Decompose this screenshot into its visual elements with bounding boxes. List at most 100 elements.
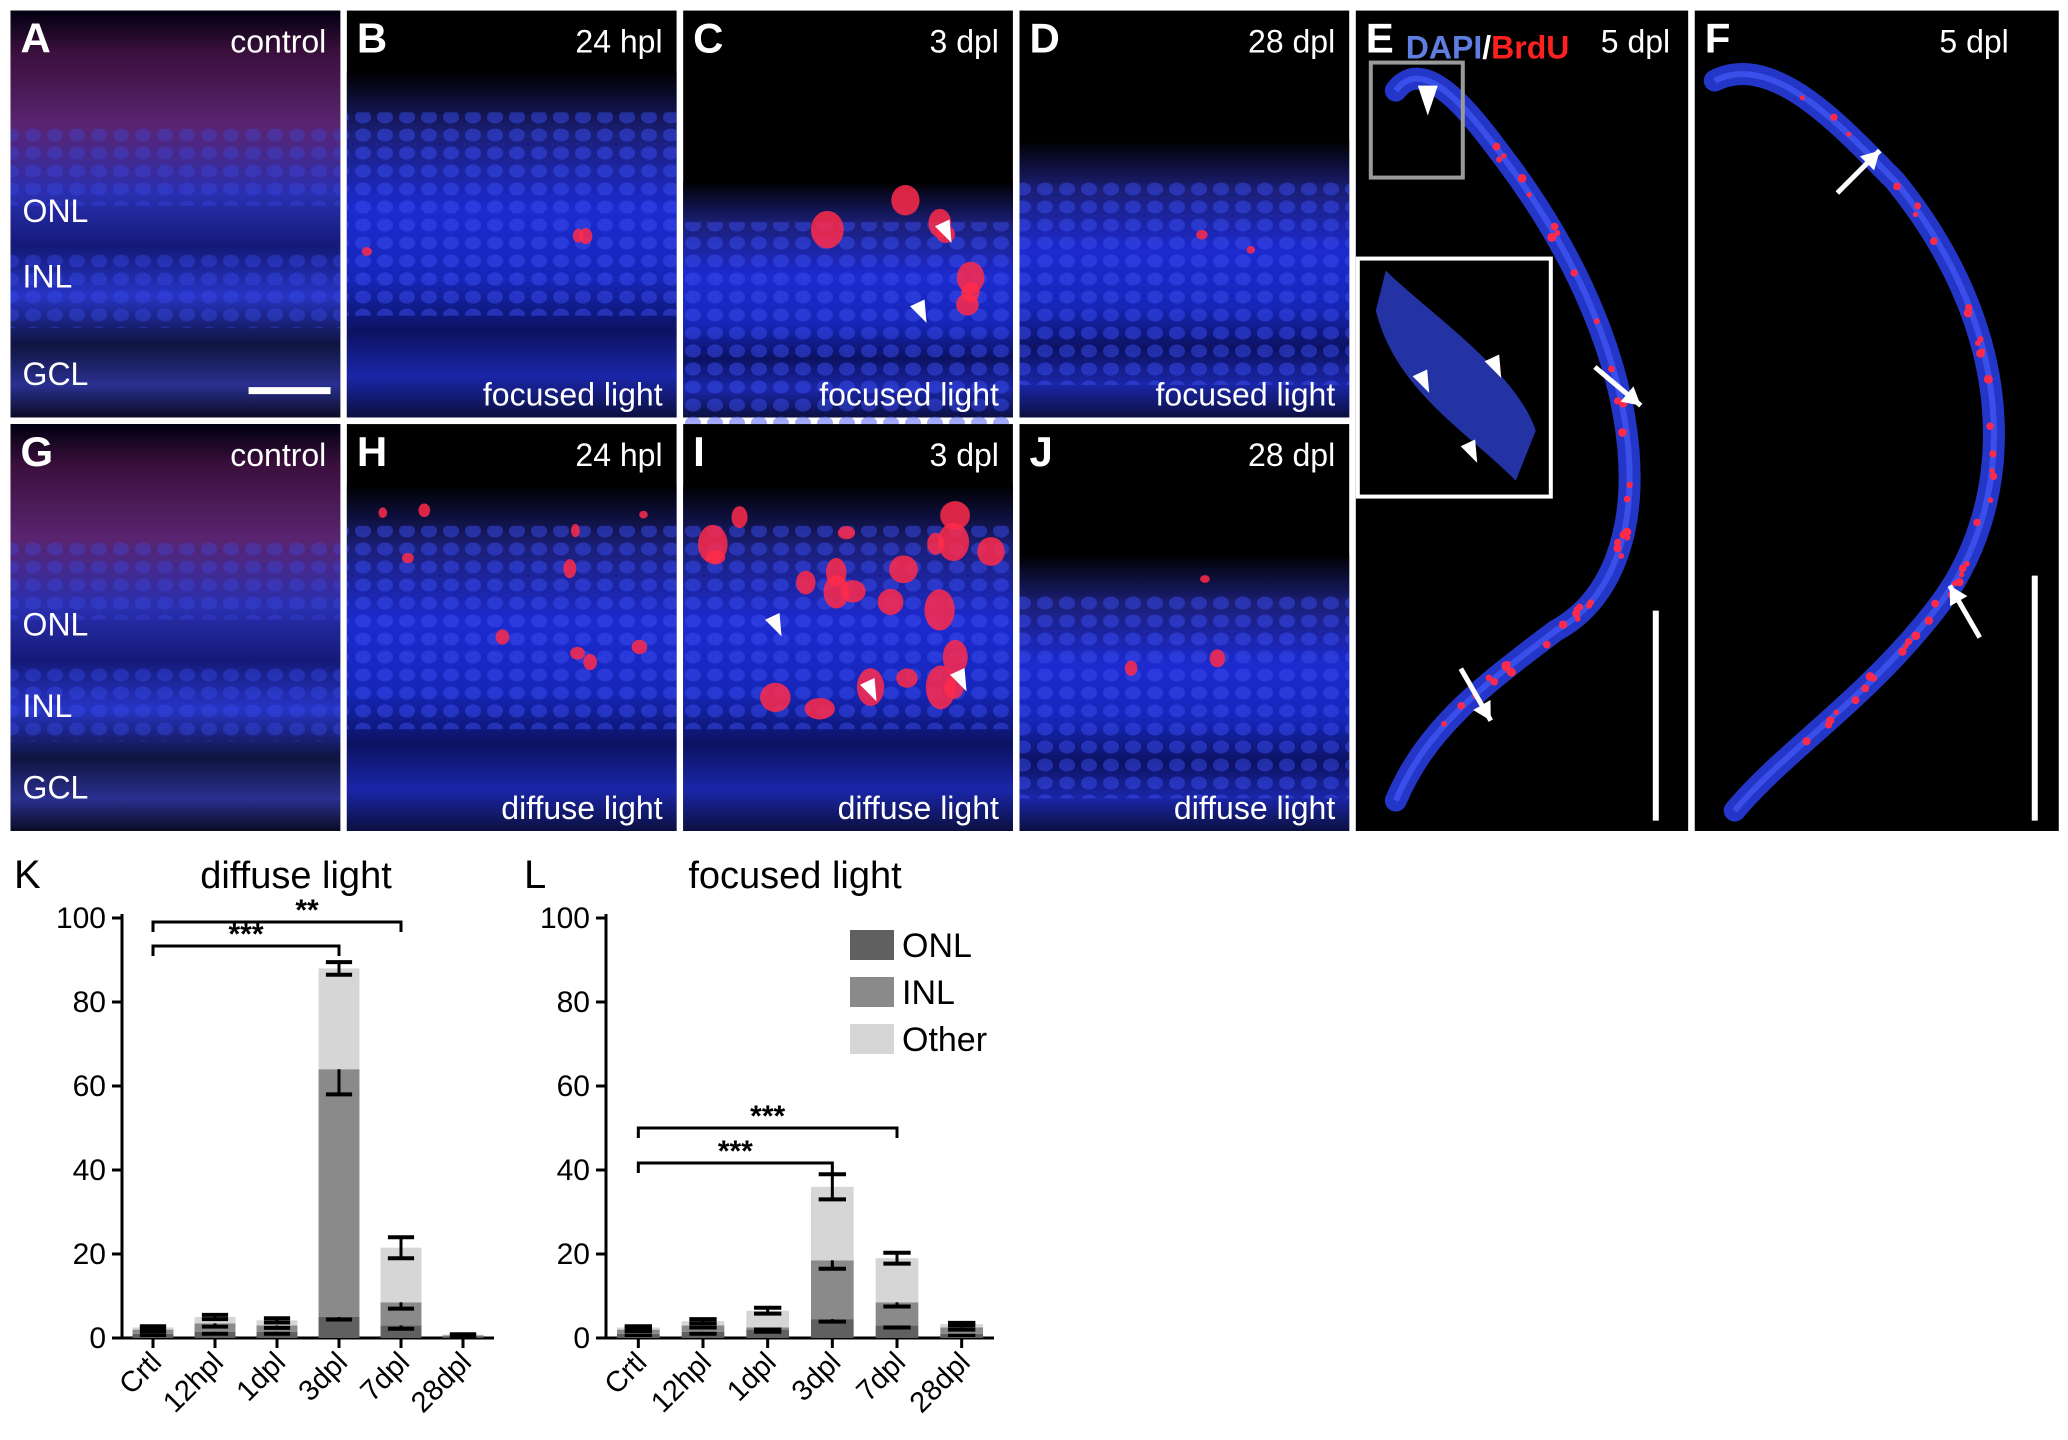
- brdu-positive-cell: [1587, 599, 1594, 607]
- nuclei-layer: [346, 112, 677, 316]
- nuclei-layer: [1019, 181, 1350, 385]
- brdu-positive-cell: [1963, 308, 1973, 318]
- brdu-positive-cell: [823, 575, 850, 609]
- brdu-positive-cell: [1496, 156, 1503, 163]
- arrow-head: [1620, 386, 1641, 406]
- brdu-positive-cell: [889, 555, 918, 584]
- brdu-positive-cell: [1570, 269, 1578, 277]
- brdu-positive-cell: [1490, 677, 1498, 686]
- timepoint-label: 3 dpl: [930, 437, 999, 473]
- y-tick-label: 100: [540, 902, 590, 935]
- timepoint-label: 3 dpl: [930, 24, 999, 60]
- arrowhead-marker: [1484, 354, 1502, 378]
- nuclei-layer: [683, 222, 1013, 426]
- panel-c: focused light C 3 dpl: [683, 10, 1013, 426]
- brdu-positive-cell: [563, 559, 577, 579]
- brdu-positive-cell: [956, 261, 985, 294]
- brdu-positive-cell: [1124, 660, 1138, 676]
- brdu-positive-cell: [1833, 709, 1840, 715]
- chart-panel-letter: L: [524, 853, 546, 897]
- panel-j: diffuse light J 28 dpl: [1019, 424, 1350, 831]
- timepoint-label: 5 dpl: [1939, 24, 2008, 60]
- chart-title: focused light: [688, 855, 902, 897]
- brdu-positive-cell: [1963, 560, 1970, 567]
- chart-panel-letter: K: [14, 853, 41, 897]
- brdu-positive-cell: [1973, 518, 1981, 527]
- brdu-positive-cell: [1542, 640, 1551, 649]
- brdu-positive-cell: [1914, 202, 1922, 210]
- brdu-positive-cell: [401, 552, 414, 564]
- panel-letter: A: [21, 15, 51, 62]
- retina-tissue: [10, 10, 341, 418]
- brdu-positive-cell: [705, 550, 726, 565]
- brdu-positive-cell: [1502, 663, 1510, 672]
- layer-label-onl: ONL: [23, 193, 89, 229]
- retina-tissue: [10, 424, 341, 831]
- brdu-positive-cell: [495, 629, 510, 645]
- brdu-positive-cell: [731, 506, 748, 529]
- timepoint-label: control: [230, 24, 326, 60]
- brdu-positive-cell: [1492, 142, 1501, 151]
- brdu-positive-cell: [940, 501, 970, 530]
- legend-label-onl: ONL: [902, 927, 972, 965]
- timepoint-label: 24 hpl: [575, 437, 662, 473]
- brdu-positive-cell: [1976, 348, 1985, 358]
- brdu-positive-cell: [1246, 245, 1256, 254]
- arrow-marker: [1593, 365, 1643, 408]
- panel-letter: H: [357, 428, 387, 475]
- brdu-positive-cell: [1614, 538, 1622, 547]
- significance-bracket: [151, 944, 341, 956]
- layer-label-onl: ONL: [23, 607, 89, 643]
- x-tick-label: 12hpl: [157, 1346, 230, 1419]
- brdu-positive-cell: [1989, 472, 1998, 480]
- legend-label-inl: INL: [902, 974, 955, 1012]
- x-tick-label: 3dpl: [786, 1346, 847, 1407]
- timepoint-label: 28 dpl: [1248, 437, 1335, 473]
- brdu-positive-cell: [942, 639, 968, 675]
- bar-segment-onl: [810, 1319, 854, 1338]
- arrowhead-marker: [860, 678, 877, 702]
- significance-bracket: [636, 1161, 834, 1173]
- brdu-positive-cell: [810, 210, 844, 249]
- significance-label: **: [295, 894, 319, 927]
- brdu-positive-cell: [639, 510, 648, 519]
- panel-a: ONL INL GCL A control: [10, 10, 341, 418]
- brdu-positive-cell: [1457, 702, 1465, 710]
- significance-bracket: [636, 1126, 899, 1138]
- brdu-positive-cell: [1574, 615, 1581, 622]
- brdu-positive-cell: [1501, 153, 1507, 159]
- layer-label-gcl: GCL: [23, 356, 89, 392]
- brdu-positive-cell: [378, 507, 388, 518]
- layer-label-inl: INL: [23, 258, 73, 294]
- brdu-positive-cell: [1558, 620, 1568, 629]
- brdu-positive-cell: [804, 697, 835, 720]
- brdu-positive-cell: [583, 653, 597, 671]
- panel-i: diffuse light I 3 dpl: [683, 424, 1013, 831]
- brdu-positive-cell: [1802, 737, 1811, 746]
- arrowhead-marker: [1460, 439, 1478, 463]
- brdu-positive-cell: [1626, 481, 1633, 489]
- brdu-positive-cell: [578, 227, 593, 245]
- brdu-positive-cell: [1989, 450, 1997, 458]
- brdu-positive-cell: [1851, 696, 1860, 705]
- y-tick-label: 0: [573, 1322, 590, 1355]
- brdu-positive-cell: [1196, 229, 1208, 240]
- brdu-positive-cell: [1830, 113, 1838, 121]
- arrowhead-marker: [950, 668, 967, 692]
- inner-nuclear-layer: [10, 254, 341, 328]
- brdu-positive-cell: [1618, 553, 1625, 559]
- brdu-positive-cell: [1576, 603, 1584, 611]
- brdu-positive-cell: [1624, 534, 1631, 541]
- arrow-marker: [1458, 667, 1493, 722]
- x-tick-label: 3dpl: [293, 1346, 354, 1407]
- brdu-positive-cell: [925, 665, 956, 710]
- zoom-region-box: [1368, 60, 1465, 180]
- arrow-head: [1859, 150, 1880, 171]
- brdu-positive-cell: [1989, 468, 1995, 474]
- retina-section-inner: [1393, 75, 1633, 802]
- brdu-positive-cell: [896, 668, 918, 688]
- brdu-positive-cell: [1441, 720, 1447, 727]
- brdu-positive-cell: [1983, 374, 1993, 384]
- arrow-marker: [1947, 584, 1982, 639]
